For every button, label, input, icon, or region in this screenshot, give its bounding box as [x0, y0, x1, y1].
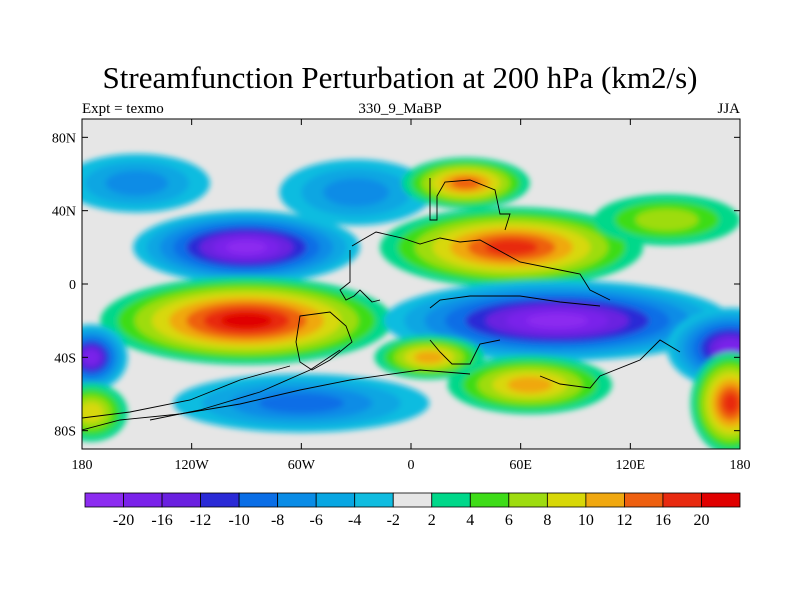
colorbar-label: -12: [190, 512, 211, 529]
colorbar-label: 8: [543, 512, 551, 529]
colorbar-swatch: [315, 492, 356, 508]
colorbar-swatch: [546, 492, 587, 508]
field-feature: [374, 335, 485, 380]
colorbar-label: 20: [693, 512, 709, 529]
field-feature: [379, 207, 644, 288]
y-tick-label: 40N: [52, 205, 76, 220]
contour-band: [635, 208, 699, 231]
y-tick-label: 80S: [54, 425, 76, 440]
colorbar-swatch: [624, 492, 664, 508]
contour-band: [323, 178, 390, 207]
colorbar-swatch: [392, 492, 433, 508]
field-feature: [447, 355, 613, 415]
colorbar-label: 16: [655, 512, 671, 529]
x-tick-label: 60W: [288, 458, 316, 473]
colorbar-swatch: [200, 492, 240, 508]
colorbar-label: 10: [578, 512, 594, 529]
colorbar-swatch: [161, 492, 201, 508]
coastline: [82, 369, 471, 431]
coastline: [339, 250, 381, 303]
contour-band: [258, 393, 344, 413]
colorbar-swatch: [354, 492, 394, 508]
colorbar-label: -8: [271, 512, 284, 529]
colorbar-swatch: [238, 492, 279, 508]
y-tick-label: 80N: [52, 131, 76, 146]
coastline: [295, 311, 353, 371]
contour-band: [507, 376, 553, 393]
colorbar-swatch: [123, 492, 163, 508]
colorbar-label: 6: [505, 512, 513, 529]
x-tick-label: 180: [730, 458, 751, 473]
contour-band: [83, 350, 99, 364]
colorbar-swatch: [585, 492, 625, 508]
field-feature: [173, 373, 430, 433]
coastline: [429, 295, 601, 309]
field-feature: [401, 157, 530, 209]
contour-band: [414, 351, 445, 364]
colorbar-swatch: [701, 492, 741, 508]
field-feature: [100, 276, 393, 365]
colorbar-label: -6: [310, 512, 323, 529]
coastline: [82, 365, 291, 419]
colorbar-label: -10: [228, 512, 249, 529]
colorbar-label: -16: [151, 512, 172, 529]
season-label: JJA: [717, 101, 740, 117]
x-tick-label: 60E: [509, 458, 532, 473]
colorbar-label: 4: [466, 512, 474, 529]
colorbar-label: 2: [428, 512, 436, 529]
experiment-label: Expt = texmo: [82, 101, 164, 117]
colorbar-swatch: [508, 492, 548, 508]
contour-band: [105, 170, 169, 196]
colorbar-label: -2: [387, 512, 400, 529]
contour-band: [82, 402, 104, 423]
colorbar-swatch: [84, 492, 124, 508]
colorbar-swatch: [662, 492, 702, 508]
chart-title: Streamfunction Perturbation at 200 hPa (…: [102, 60, 698, 95]
coastline: [149, 349, 341, 421]
field-feature: [383, 280, 731, 361]
run-label: 330_9_MaBP: [358, 101, 442, 117]
field-feature: [82, 324, 128, 391]
colorbar-swatch: [469, 492, 510, 508]
contour-band: [220, 312, 273, 329]
field-feature: [593, 194, 740, 246]
x-tick-label: 120W: [175, 458, 210, 473]
colorbar-swatch: [277, 492, 317, 508]
colorbar-swatch: [431, 492, 471, 508]
y-tick-label: 40S: [54, 351, 76, 366]
coastline: [429, 339, 501, 365]
contour-band: [722, 392, 739, 414]
colorbar-label: -20: [113, 512, 134, 529]
x-tick-label: 120E: [616, 458, 646, 473]
field-feature: [133, 210, 360, 284]
colorbar-label: 12: [616, 512, 632, 529]
contour-band: [451, 177, 481, 190]
coastline: [351, 231, 611, 301]
coastline: [539, 339, 681, 389]
contour-band: [526, 313, 588, 328]
x-tick-label: 0: [408, 458, 415, 473]
contour-band: [226, 240, 267, 254]
field-feature: [279, 159, 433, 226]
field-feature: [690, 351, 740, 449]
y-tick-label: 0: [69, 278, 76, 293]
coastline: [429, 178, 511, 231]
x-tick-label: 180: [72, 458, 93, 473]
field-feature: [82, 153, 210, 213]
contour-band: [485, 239, 538, 256]
colorbar-label: -4: [348, 512, 361, 529]
